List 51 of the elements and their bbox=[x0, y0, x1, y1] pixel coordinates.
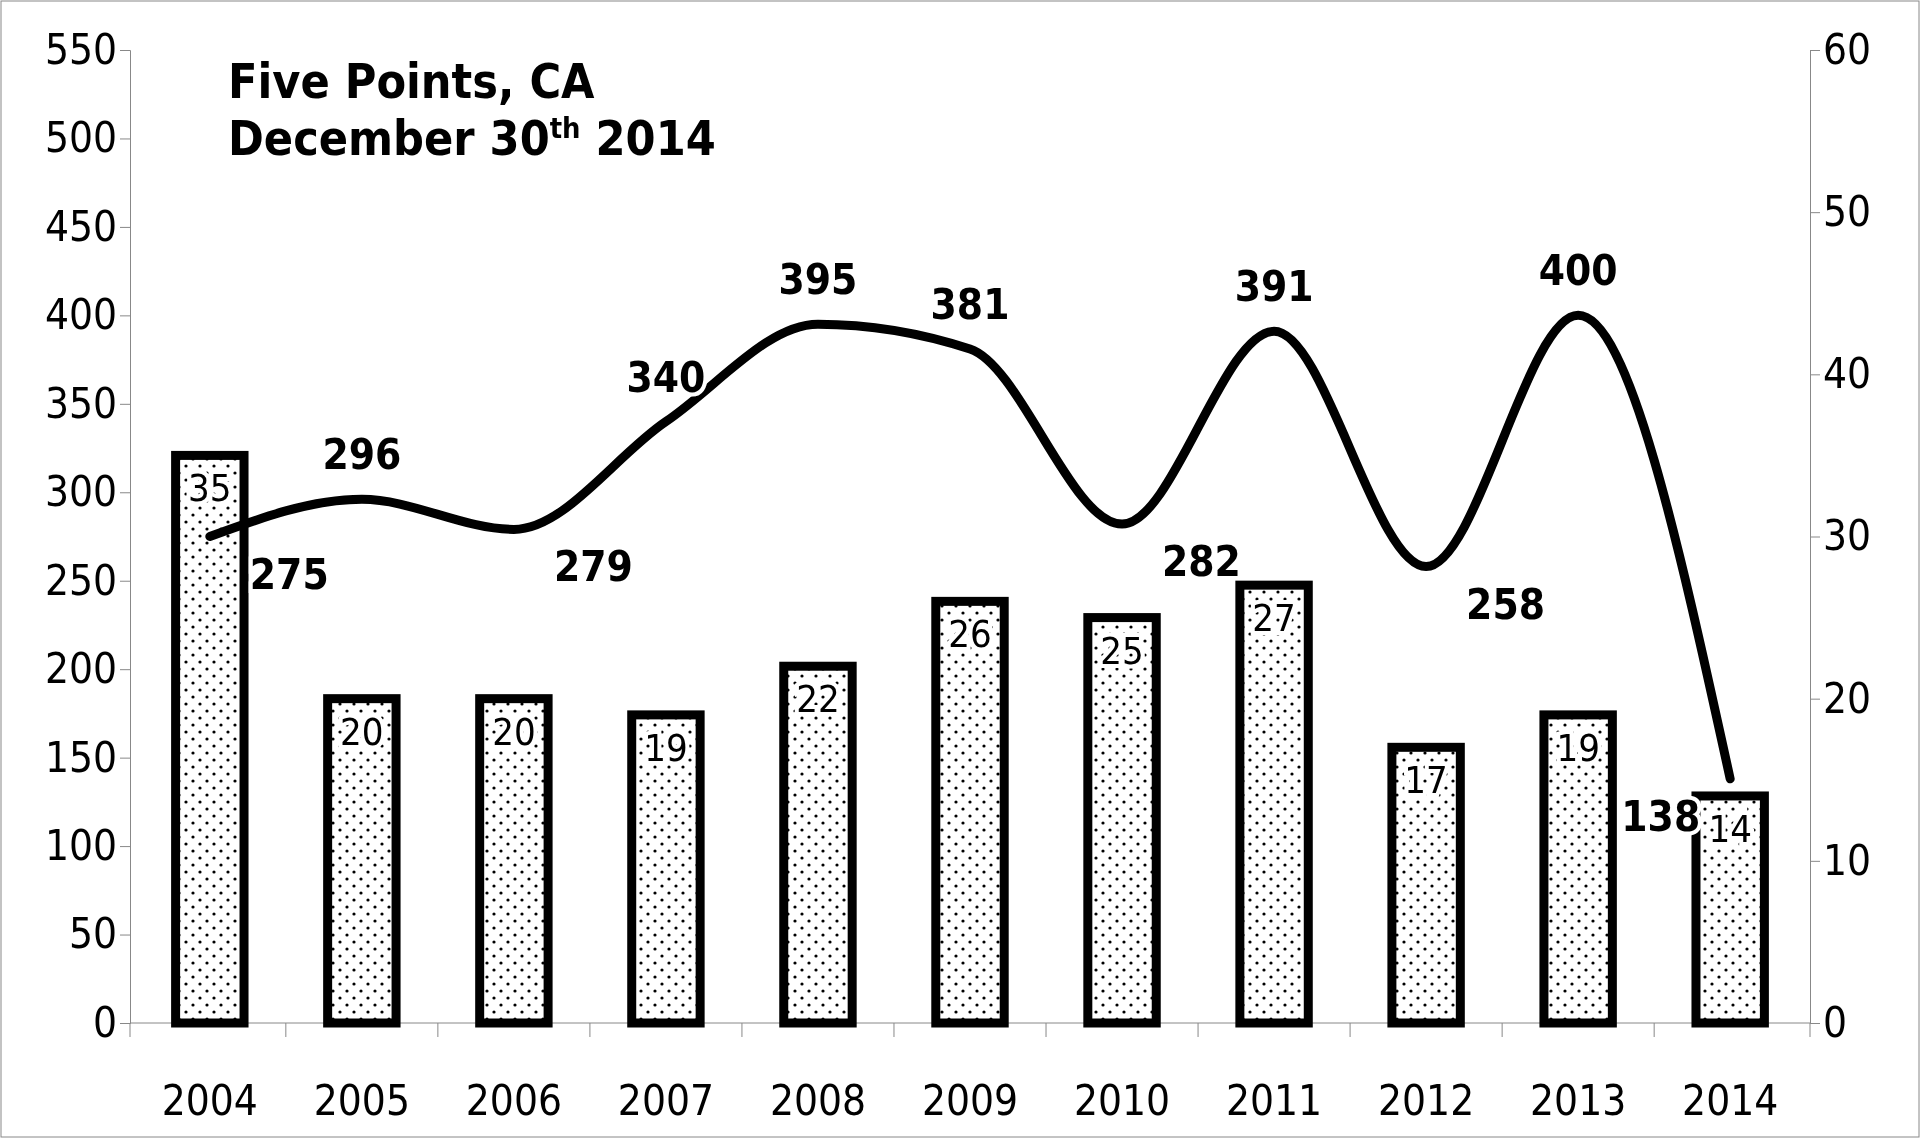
data-label: 258 bbox=[1466, 579, 1545, 629]
y-tick-label: 250 bbox=[44, 555, 117, 605]
data-label: 381 bbox=[930, 279, 1010, 329]
x-tick-label: 2004 bbox=[161, 1076, 258, 1125]
data-label: 26 bbox=[948, 612, 992, 657]
y-tick-label: 550 bbox=[44, 24, 117, 74]
data-label: 25 bbox=[1100, 628, 1144, 673]
data-label: 20 bbox=[340, 709, 384, 754]
y2-tick-label: 20 bbox=[1823, 673, 1872, 723]
data-label: 35 bbox=[188, 466, 232, 511]
x-tick-label: 2010 bbox=[1073, 1076, 1171, 1125]
x-tick-label: 2011 bbox=[1226, 1076, 1323, 1125]
x-tick-label: 2009 bbox=[921, 1076, 1019, 1125]
data-label: 400 bbox=[1538, 246, 1618, 296]
y-tick-label: 150 bbox=[44, 732, 117, 782]
data-label: 275 bbox=[249, 549, 329, 599]
data-label: 391 bbox=[1234, 262, 1314, 312]
data-label: 282 bbox=[1162, 537, 1241, 587]
data-label: 14 bbox=[1708, 806, 1752, 851]
x-tick-label: 2005 bbox=[313, 1076, 410, 1125]
y2-tick-label: 10 bbox=[1823, 835, 1872, 885]
y-tick-label: 400 bbox=[44, 290, 117, 340]
y-tick-label: 200 bbox=[44, 644, 117, 694]
y-tick-label: 50 bbox=[68, 909, 117, 959]
y2-tick-label: 40 bbox=[1823, 349, 1872, 399]
y-tick-label: 350 bbox=[44, 378, 117, 428]
data-label: 19 bbox=[1556, 725, 1600, 770]
x-tick-label: 2014 bbox=[1682, 1076, 1779, 1125]
data-label: 20 bbox=[492, 709, 536, 754]
data-label: 340 bbox=[626, 352, 706, 402]
y-tick-label: 500 bbox=[44, 113, 117, 163]
y-tick-label: 300 bbox=[44, 467, 117, 517]
data-label: 296 bbox=[322, 430, 402, 480]
x-tick-label: 2012 bbox=[1378, 1076, 1475, 1125]
y-tick-label: 0 bbox=[92, 997, 117, 1047]
text: December 30$^{th}$ 2014 bbox=[228, 110, 716, 166]
data-label: 22 bbox=[796, 677, 840, 722]
x-tick-label: 2006 bbox=[465, 1076, 562, 1125]
y2-tick-label: 50 bbox=[1823, 187, 1872, 237]
y2-tick-label: 60 bbox=[1823, 24, 1872, 74]
y2-tick-label: 30 bbox=[1823, 511, 1872, 561]
y-tick-label: 450 bbox=[44, 201, 117, 251]
data-label: 279 bbox=[553, 542, 633, 592]
x-tick-label: 2007 bbox=[617, 1076, 714, 1125]
y2-tick-label: 0 bbox=[1823, 997, 1848, 1047]
chart-title: Five Points, CA bbox=[228, 53, 596, 109]
data-label: 17 bbox=[1404, 758, 1448, 803]
x-tick-label: 2008 bbox=[769, 1076, 867, 1125]
data-label: 395 bbox=[778, 255, 858, 305]
y-tick-label: 100 bbox=[44, 821, 117, 871]
x-tick-label: 2013 bbox=[1530, 1076, 1627, 1125]
